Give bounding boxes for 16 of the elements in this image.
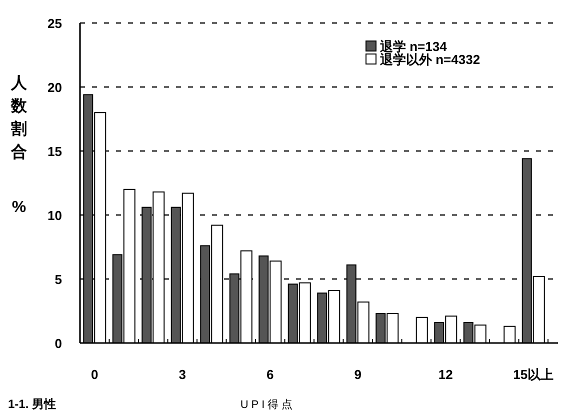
text: 人数割合% [11,75,27,216]
legend-label: 退学 n=134 [379,39,448,54]
x-tick-label: 0 [91,367,98,382]
text: 1-1. 男性 [8,397,56,411]
x-axis-title: UPI得点 [240,398,296,411]
y-tick-label: 5 [54,272,62,287]
y-tick-label: 20 [48,80,62,95]
x-tick-label: 6 [266,367,274,382]
y-tick-label: 25 [48,16,62,31]
x-tick-label: 9 [354,367,362,382]
x-tick-label: 12 [438,367,453,382]
x-tick-label: 15以上 [513,367,554,382]
y-tick-label: 15 [48,144,62,159]
x-tick-label: 3 [178,367,186,382]
y-tick-label: 10 [48,208,62,223]
y-tick-label: 0 [54,336,62,351]
